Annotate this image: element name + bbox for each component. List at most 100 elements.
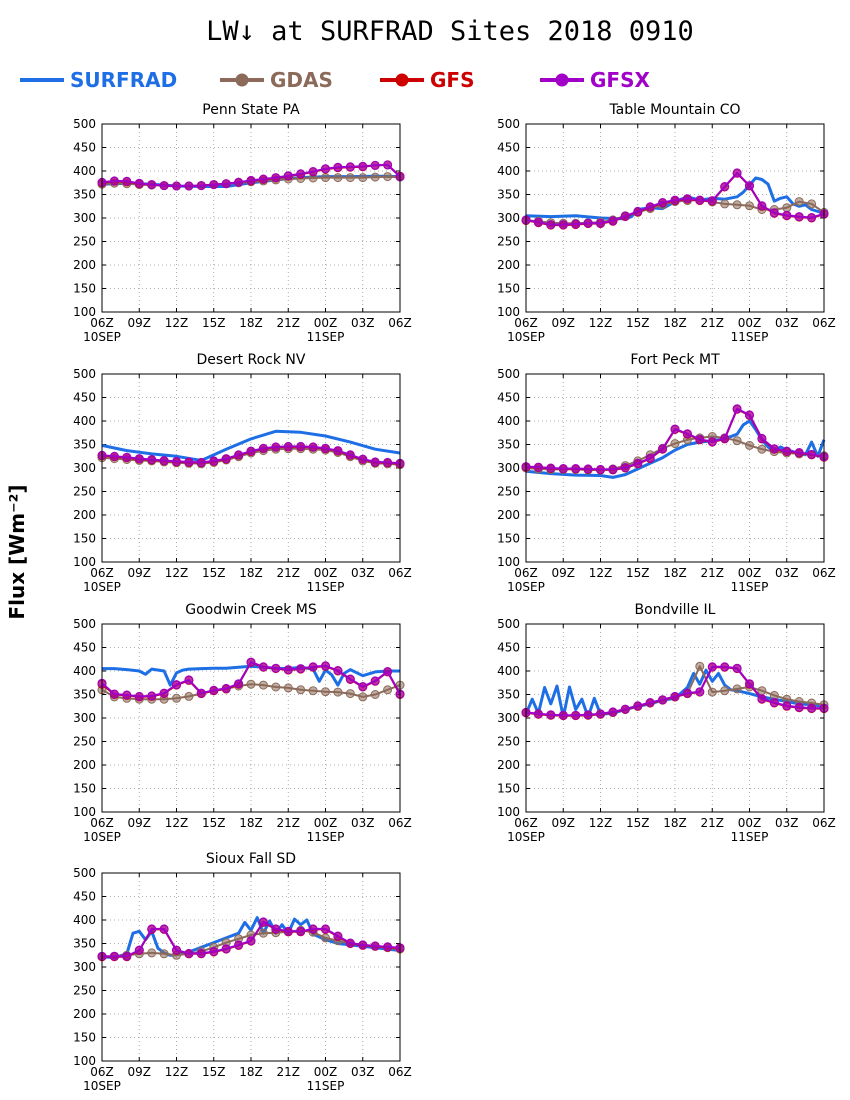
data-point-gdas <box>147 948 157 958</box>
data-point-gfsx <box>533 217 543 227</box>
data-point-gfsx <box>333 666 343 675</box>
data-point-gfsx <box>333 162 343 172</box>
data-point-gfsx <box>769 208 779 218</box>
date-label: 10SEP <box>507 580 545 594</box>
data-point-gfsx <box>583 710 593 720</box>
x-tick-label: 06Z <box>388 566 412 580</box>
legend-label-gfsx: GFSX <box>590 68 650 92</box>
x-tick-label: 00Z <box>738 566 762 580</box>
data-point-gfsx <box>695 687 705 697</box>
series-gfsx <box>97 441 405 468</box>
data-point-gfsx <box>258 443 268 453</box>
x-tick-label: 09Z <box>552 566 576 580</box>
plot-frame <box>525 123 825 313</box>
data-point-gfsx <box>558 464 568 473</box>
data-point-gfsx <box>184 948 194 958</box>
series-gfsx <box>97 917 405 961</box>
data-point-gdas <box>720 686 730 696</box>
x-tick-label: 06Z <box>812 316 836 330</box>
data-point-gfsx <box>184 457 194 467</box>
grid-lines <box>102 624 400 812</box>
x-tick-label: 18Z <box>239 816 263 830</box>
data-point-gfsx <box>658 198 668 207</box>
data-point-gfsx <box>321 164 330 174</box>
data-point-gfsx <box>221 454 231 464</box>
data-point-gfsx <box>258 662 268 672</box>
date-label: 10SEP <box>83 1079 121 1093</box>
panel-goodwin-creek-ms: Goodwin Creek MS 100 150 200 250 300 350 400 450… <box>73 602 412 844</box>
data-point-gfsx <box>221 944 231 954</box>
data-point-gfsx <box>794 212 804 222</box>
data-point-gfsx <box>134 691 144 701</box>
y-tick-label: 200 <box>73 758 96 772</box>
date-label: 10SEP <box>83 830 121 844</box>
legend-marker-gfsx <box>555 73 569 87</box>
data-point-gfsx <box>234 679 244 689</box>
legend-label-gfs: GFS <box>430 68 474 92</box>
y-tick-label: 200 <box>497 758 520 772</box>
data-point-gfsx <box>533 462 543 472</box>
data-point-gfsx <box>196 457 206 467</box>
x-tick-label: 12Z <box>165 566 189 580</box>
data-point-gfsx <box>670 195 680 205</box>
y-tick-label: 200 <box>73 1007 96 1021</box>
data-point-gdas <box>745 440 754 450</box>
data-point-gfsx <box>159 456 169 465</box>
x-tick-label: 15Z <box>626 816 650 830</box>
y-tick-label: 200 <box>497 508 520 522</box>
data-point-gfsx <box>358 940 368 950</box>
data-point-gdas <box>283 683 293 693</box>
data-point-gfsx <box>732 404 742 414</box>
data-point-gfsx <box>620 211 630 221</box>
data-point-gfsx <box>794 448 804 457</box>
legend-label-surfrad: SURFRAD <box>70 68 177 92</box>
data-point-gdas <box>370 690 380 699</box>
data-point-gdas <box>308 686 318 696</box>
data-point-gfsx <box>258 917 268 927</box>
data-point-gfsx <box>234 450 244 460</box>
legend-item-surfrad: SURFRAD <box>20 68 177 92</box>
data-point-gfsx <box>308 167 318 176</box>
y-tick-label: 300 <box>497 711 520 725</box>
x-tick-label: 03Z <box>351 566 375 580</box>
data-point-gfsx <box>122 452 132 462</box>
data-point-gdas <box>333 173 343 183</box>
legend-item-gdas: GDAS <box>220 68 333 92</box>
x-tick-label: 03Z <box>351 316 375 330</box>
data-point-gfsx <box>608 707 618 717</box>
data-point-gfsx <box>769 444 779 454</box>
x-tick-label: 15Z <box>202 1065 226 1079</box>
date-label: 11SEP <box>731 580 769 594</box>
y-tick-label: 250 <box>73 485 96 499</box>
data-point-gfsx <box>558 710 568 720</box>
y-tick-label: 200 <box>497 258 520 272</box>
data-point-gfsx <box>271 663 281 673</box>
data-point-gfsx <box>757 433 767 443</box>
data-point-gfsx <box>720 182 730 191</box>
data-point-gdas <box>757 686 767 696</box>
x-tick-label: 09Z <box>128 316 152 330</box>
grid-lines <box>102 374 400 562</box>
data-point-gdas <box>333 687 343 697</box>
panel-penn-state-pa: Penn State PA 100 150 200 250 300 350 400 450 500… <box>73 102 412 344</box>
date-label: 11SEP <box>731 830 769 844</box>
x-tick-label: 21Z <box>277 1065 301 1079</box>
series-gfsx <box>521 662 829 720</box>
panel-sioux-fall-sd: Sioux Fall SD 100 150 200 250 300 350 400 450 500… <box>73 851 412 1093</box>
data-point-gfsx <box>321 661 330 671</box>
y-tick-label: 150 <box>73 532 96 546</box>
data-point-gdas <box>794 197 804 207</box>
x-tick-label: 12Z <box>165 316 189 330</box>
plot-frame <box>525 373 825 563</box>
x-tick-label: 15Z <box>202 816 226 830</box>
x-tick-label: 03Z <box>775 566 799 580</box>
data-point-gfsx <box>209 180 219 190</box>
y-tick-label: 250 <box>497 235 520 249</box>
y-tick-label: 250 <box>73 984 96 998</box>
data-point-gfsx <box>234 177 244 187</box>
x-tick-label: 00Z <box>314 566 338 580</box>
x-tick-label: 09Z <box>552 316 576 330</box>
data-point-gfsx <box>122 176 132 186</box>
y-tick-label: 350 <box>497 688 520 702</box>
x-tick-label: 06Z <box>90 816 114 830</box>
